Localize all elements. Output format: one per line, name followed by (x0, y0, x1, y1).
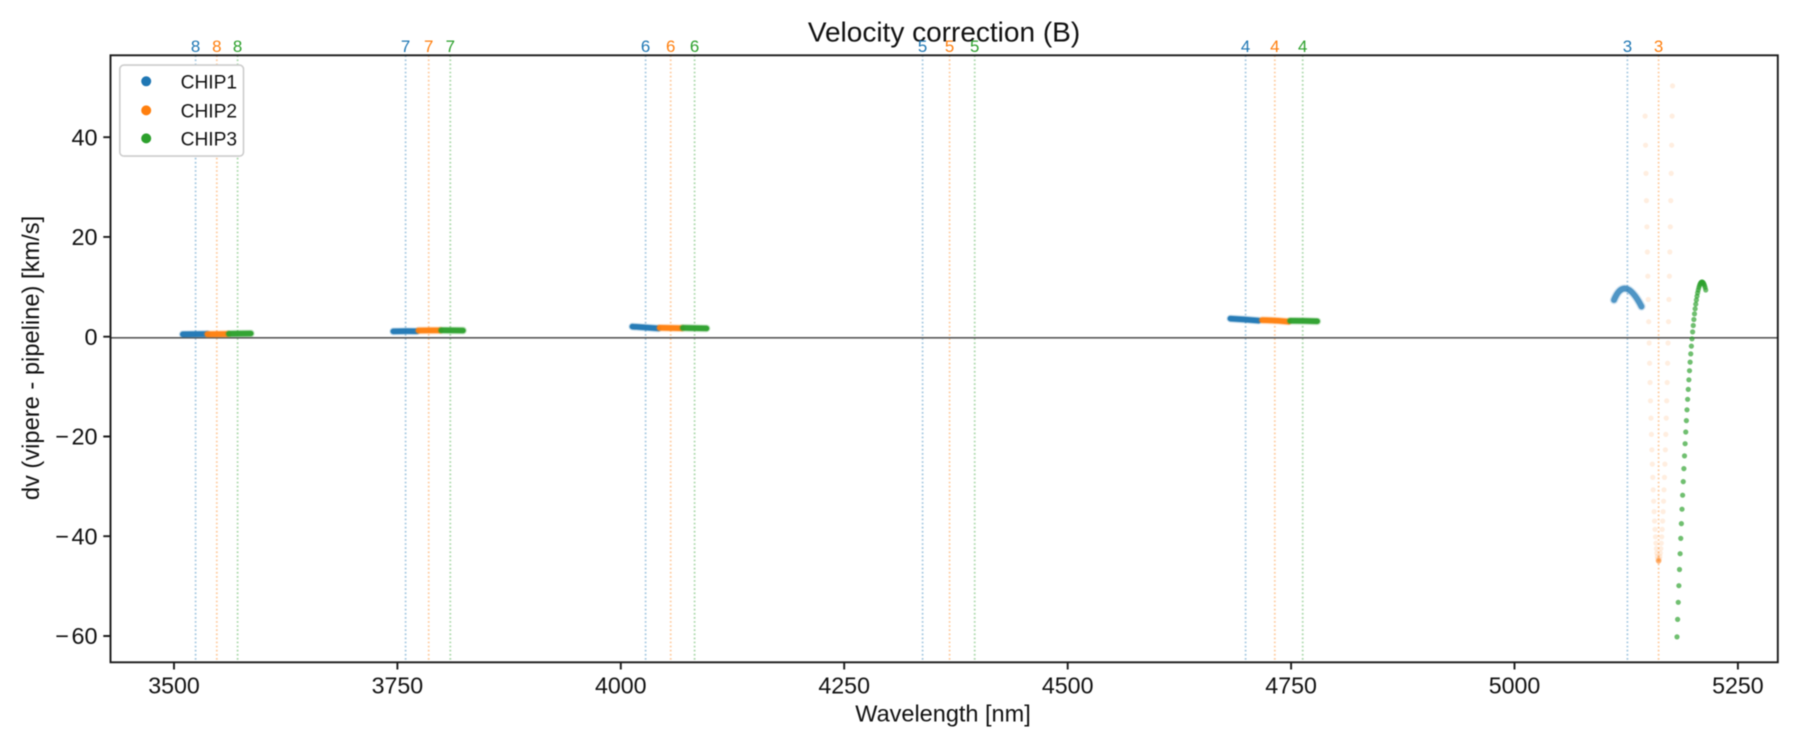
svg-text:5: 5 (918, 37, 927, 56)
svg-text:4500: 4500 (1042, 672, 1094, 698)
svg-text:6: 6 (690, 37, 699, 56)
svg-text:CHIP2: CHIP2 (181, 102, 238, 123)
svg-text:40: 40 (71, 124, 97, 150)
svg-text:6: 6 (666, 37, 675, 56)
svg-text:5: 5 (970, 37, 979, 56)
svg-text:5: 5 (945, 37, 954, 56)
svg-text:3: 3 (1623, 37, 1632, 56)
svg-text:CHIP3: CHIP3 (181, 130, 238, 151)
svg-text:3500: 3500 (148, 672, 200, 698)
svg-text:8: 8 (191, 37, 200, 56)
svg-text:4250: 4250 (818, 672, 870, 698)
svg-text:7: 7 (446, 37, 455, 56)
svg-text:−40: −40 (55, 523, 97, 549)
svg-text:CHIP1: CHIP1 (181, 72, 238, 93)
svg-text:20: 20 (71, 224, 97, 250)
svg-text:3: 3 (1654, 37, 1663, 56)
svg-text:Velocity correction (B): Velocity correction (B) (808, 17, 1080, 48)
svg-text:0: 0 (84, 324, 97, 350)
svg-text:7: 7 (401, 37, 410, 56)
svg-text:6: 6 (641, 37, 650, 56)
svg-text:dv (vipere - pipeline) [km/s]: dv (vipere - pipeline) [km/s] (19, 216, 45, 500)
svg-text:8: 8 (212, 37, 221, 56)
svg-text:7: 7 (424, 37, 433, 56)
svg-text:3750: 3750 (372, 672, 424, 698)
svg-text:4: 4 (1270, 37, 1279, 56)
svg-text:5250: 5250 (1712, 672, 1764, 698)
svg-text:4000: 4000 (595, 672, 647, 698)
svg-text:−20: −20 (55, 424, 97, 450)
svg-text:8: 8 (233, 37, 242, 56)
svg-text:4750: 4750 (1265, 672, 1317, 698)
svg-text:4: 4 (1298, 37, 1307, 56)
svg-text:4: 4 (1241, 37, 1250, 56)
svg-text:5000: 5000 (1489, 672, 1541, 698)
svg-text:Wavelength [nm]: Wavelength [nm] (855, 701, 1030, 727)
svg-text:−60: −60 (55, 623, 97, 649)
